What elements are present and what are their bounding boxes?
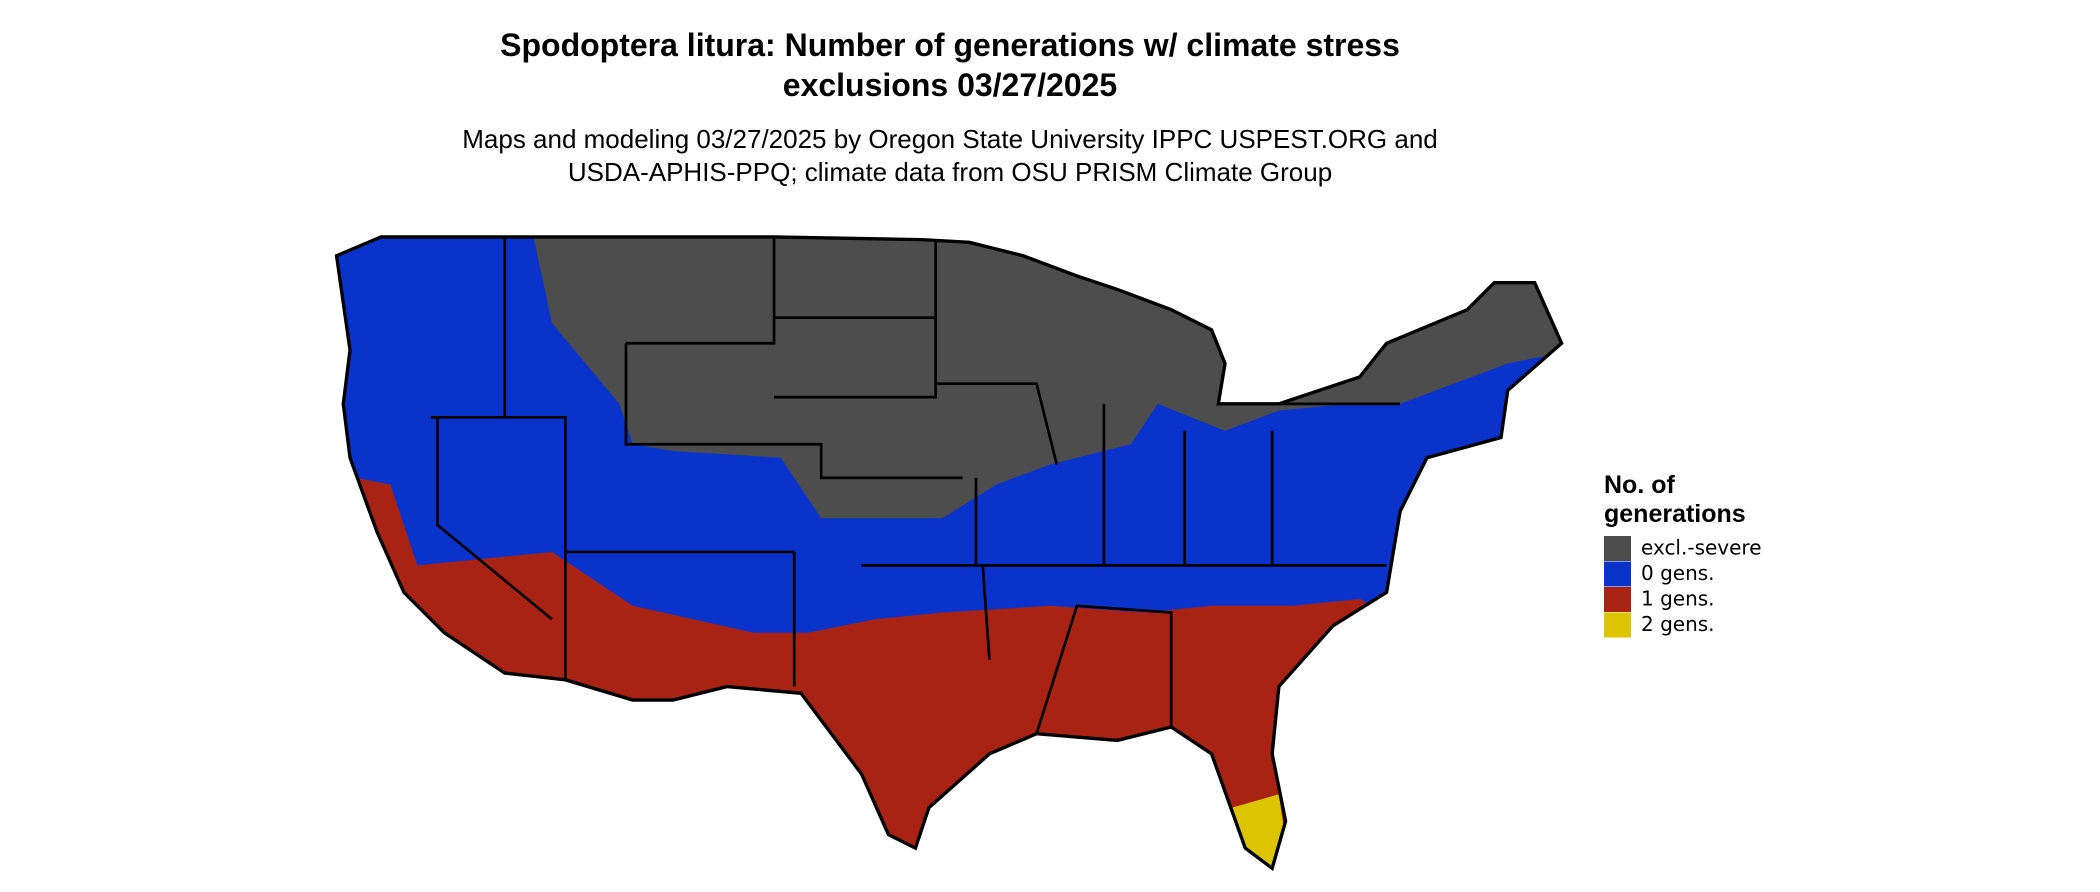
legend-label: 2 gens. xyxy=(1641,612,1715,636)
legend-swatch xyxy=(1604,561,1631,587)
subtitle-line: USDA-APHIS-PPQ; climate data from OSU PR… xyxy=(568,157,1332,187)
legend-title-line: generations xyxy=(1604,500,1746,528)
legend-label: excl.-severe xyxy=(1641,536,1762,560)
title-line: Spodoptera litura: Number of generations… xyxy=(500,27,1400,63)
legend-swatch xyxy=(1604,536,1631,561)
legend-swatch xyxy=(1604,612,1631,638)
us-outline xyxy=(334,235,1564,872)
legend-label: 0 gens. xyxy=(1641,561,1715,585)
title-line: exclusions 03/27/2025 xyxy=(783,67,1117,103)
legend-label: 1 gens. xyxy=(1641,587,1715,611)
map xyxy=(334,235,1564,872)
subtitle-line: Maps and modeling 03/27/2025 by Oregon S… xyxy=(462,124,1438,154)
legend-swatch xyxy=(1604,587,1631,612)
legend-title-line: No. of xyxy=(1604,471,1675,499)
state-borders xyxy=(430,236,1401,735)
